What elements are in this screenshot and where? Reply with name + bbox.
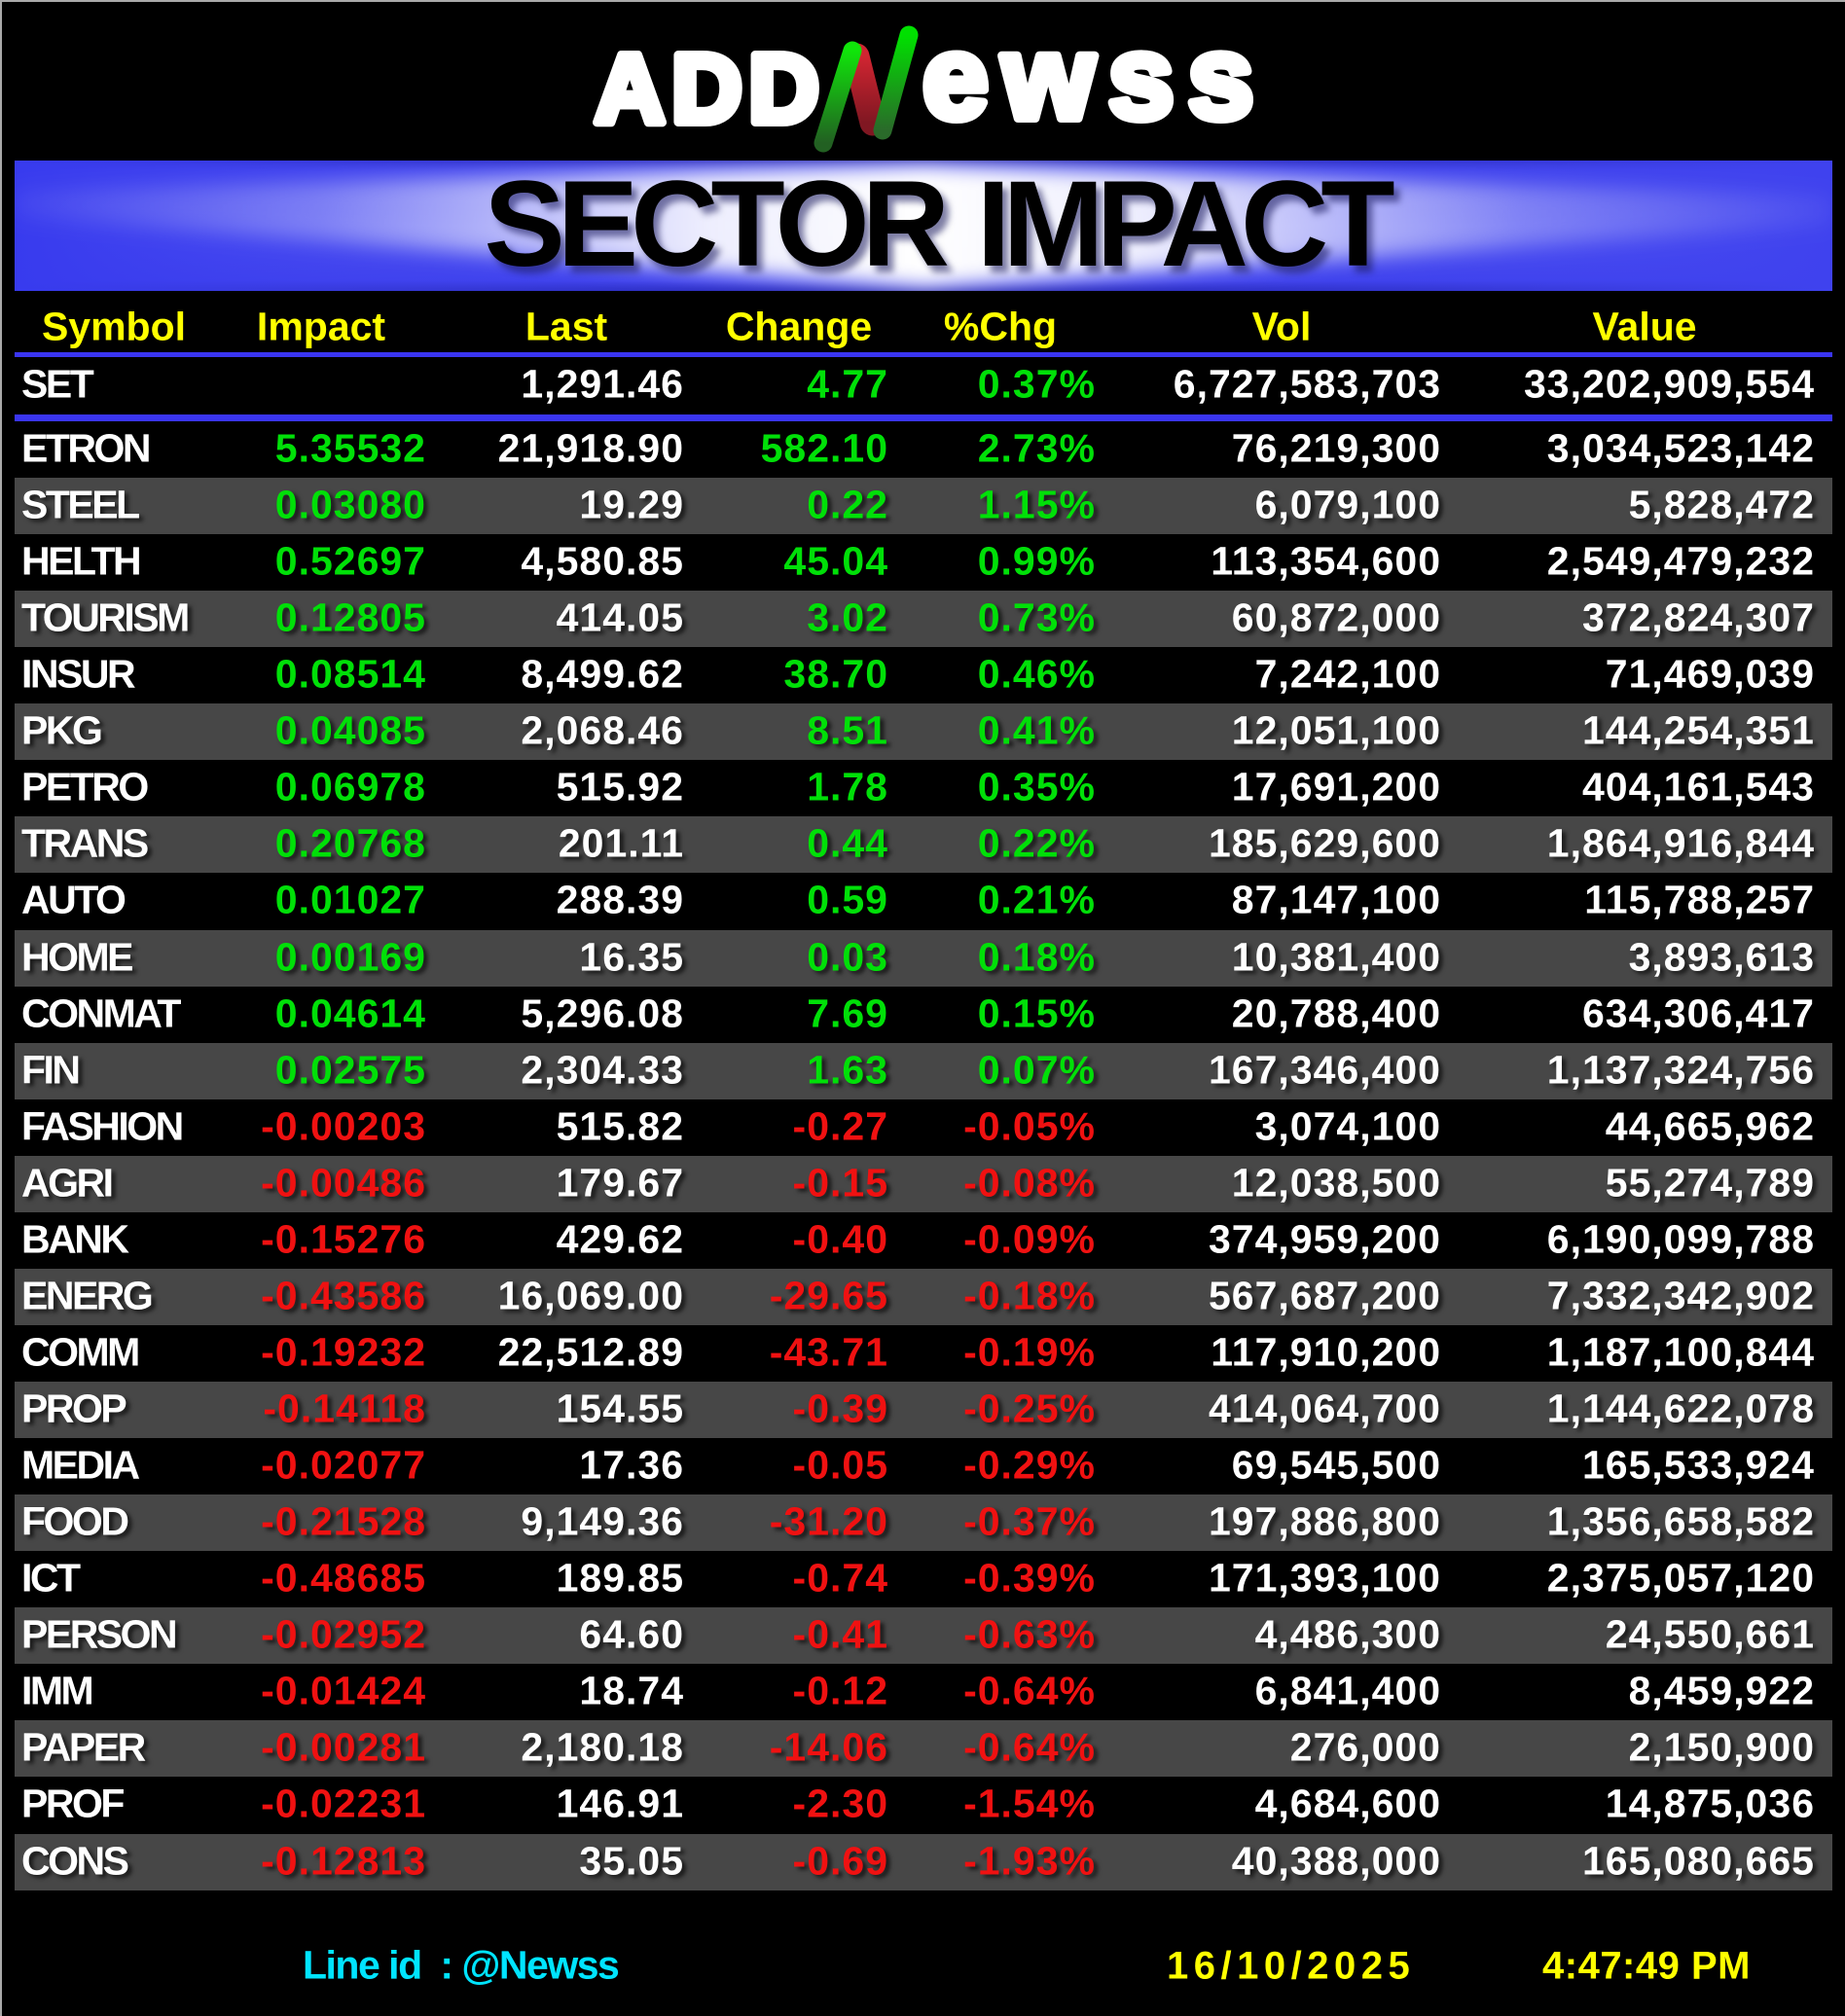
svg-text:ewss: ewss [922, 12, 1267, 144]
svg-text:ADD: ADD [595, 35, 826, 144]
